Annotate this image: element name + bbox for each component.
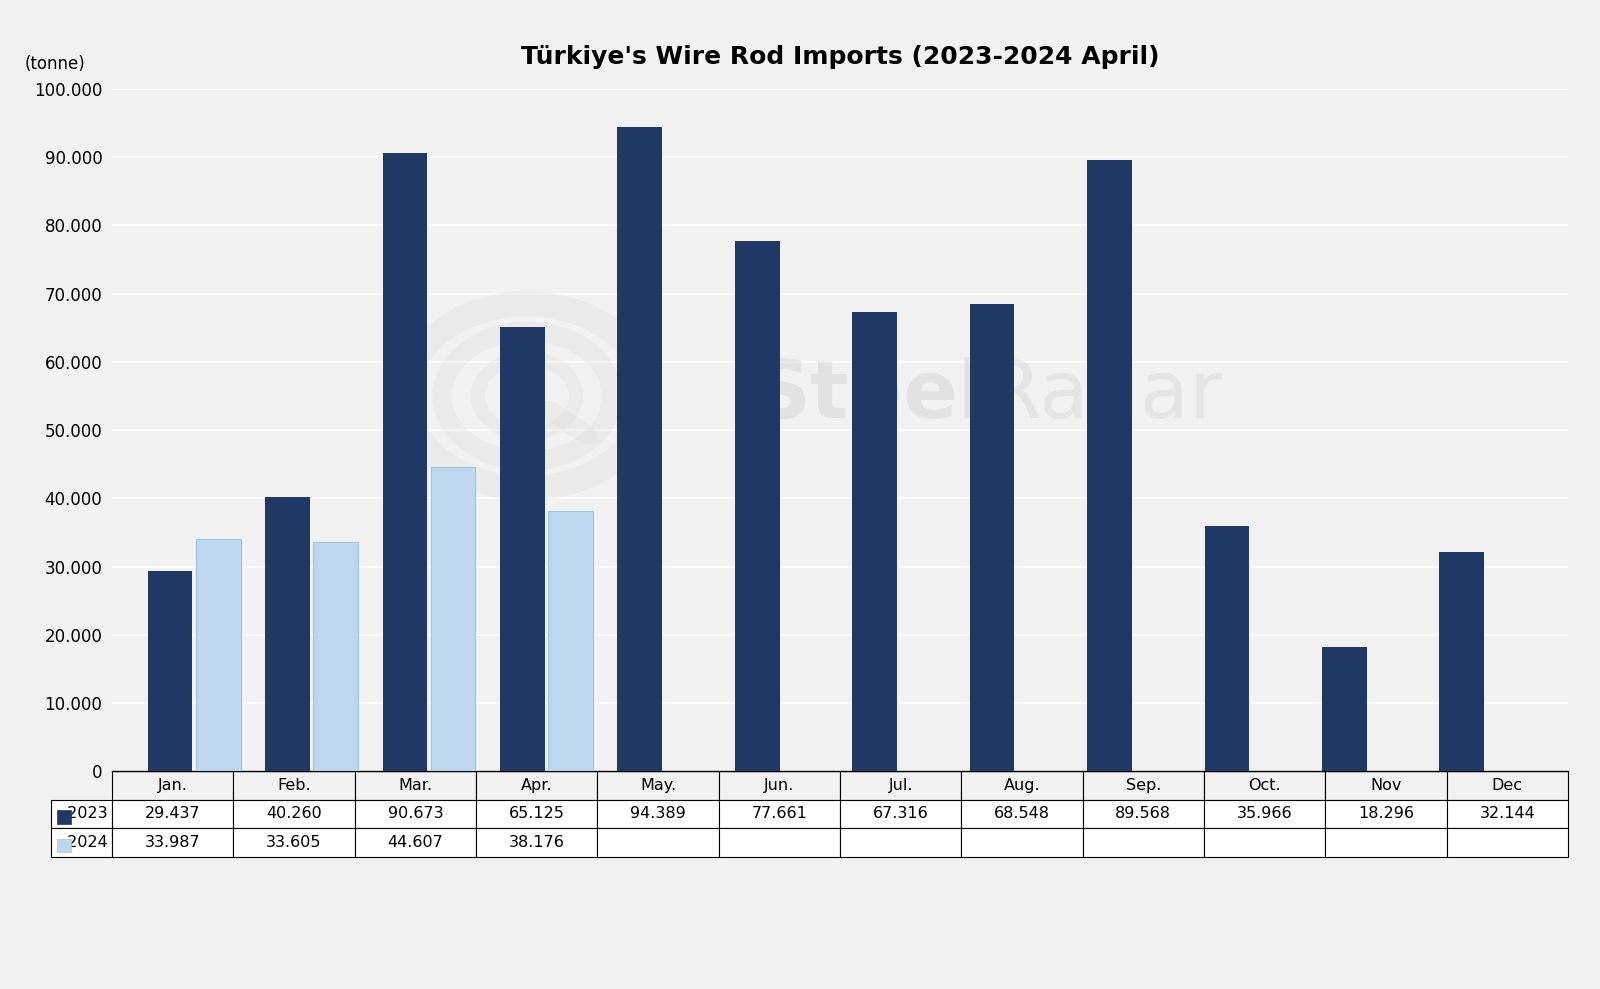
Bar: [1322, 647, 1366, 771]
Bar: [853, 313, 898, 771]
Bar: [1205, 526, 1250, 771]
Bar: [266, 496, 310, 771]
Bar: [970, 304, 1014, 771]
Text: (tonne): (tonne): [24, 54, 85, 73]
Bar: [430, 467, 475, 771]
Bar: [1086, 160, 1131, 771]
Bar: [618, 128, 662, 771]
Text: Steel: Steel: [752, 357, 986, 435]
Bar: [382, 152, 427, 771]
Title: Türkiye's Wire Rod Imports (2023-2024 April): Türkiye's Wire Rod Imports (2023-2024 Ap…: [520, 45, 1160, 69]
Bar: [501, 327, 544, 771]
Bar: [314, 542, 358, 771]
Bar: [195, 539, 240, 771]
Bar: [1440, 552, 1485, 771]
Bar: [549, 511, 594, 771]
Bar: [734, 241, 779, 771]
Text: Radar: Radar: [986, 357, 1222, 435]
Bar: [147, 571, 192, 771]
